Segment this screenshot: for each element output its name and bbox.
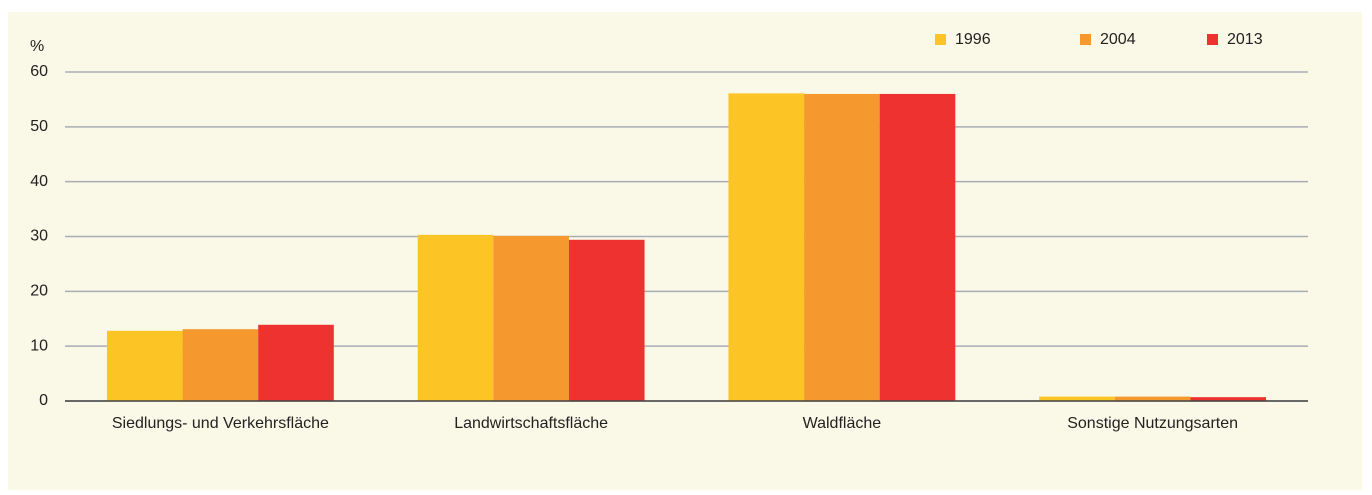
y-tick-label: 50: [30, 118, 48, 135]
legend-label: 1996: [955, 31, 991, 48]
legend-swatch: [935, 34, 946, 45]
x-tick-label: Sonstige Nutzungsarten: [1067, 415, 1239, 432]
chart: % 0 10 20 30 40 50 60 1996 2004 2013: [30, 31, 1308, 409]
bar: [493, 235, 569, 401]
y-tick-label: 60: [30, 63, 48, 80]
bar: [1039, 396, 1115, 401]
bar: [417, 234, 494, 401]
legend-label: 2013: [1227, 31, 1263, 48]
legend-swatch: [1080, 34, 1091, 45]
legend-label: 2004: [1100, 31, 1136, 48]
bar: [879, 93, 956, 401]
bar: [1190, 397, 1267, 401]
y-tick-label: 10: [30, 337, 48, 354]
x-tick-label: Siedlungs- und Verkehrsfläche: [111, 415, 329, 432]
legend-swatch: [1207, 34, 1218, 45]
bar: [804, 93, 880, 401]
x-tick-label: Waldfläche: [802, 415, 882, 432]
y-tick-label: 30: [30, 228, 48, 245]
y-tick-label: 0: [39, 392, 48, 409]
bar: [258, 324, 334, 401]
bar: [182, 329, 259, 401]
bar: [728, 93, 805, 401]
y-tick-label: 40: [30, 173, 48, 190]
y-tick-label: 20: [30, 283, 48, 300]
chart-panel: % 0 10 20 30 40 50 60 1996 2004 2013 Siedlungs- u…: [8, 12, 1362, 490]
bar: [106, 330, 183, 401]
bar: [568, 239, 645, 401]
x-tick-label: Landwirtschaftsfläche: [454, 415, 609, 432]
bar: [1114, 396, 1191, 401]
y-axis-label: %: [30, 38, 44, 55]
